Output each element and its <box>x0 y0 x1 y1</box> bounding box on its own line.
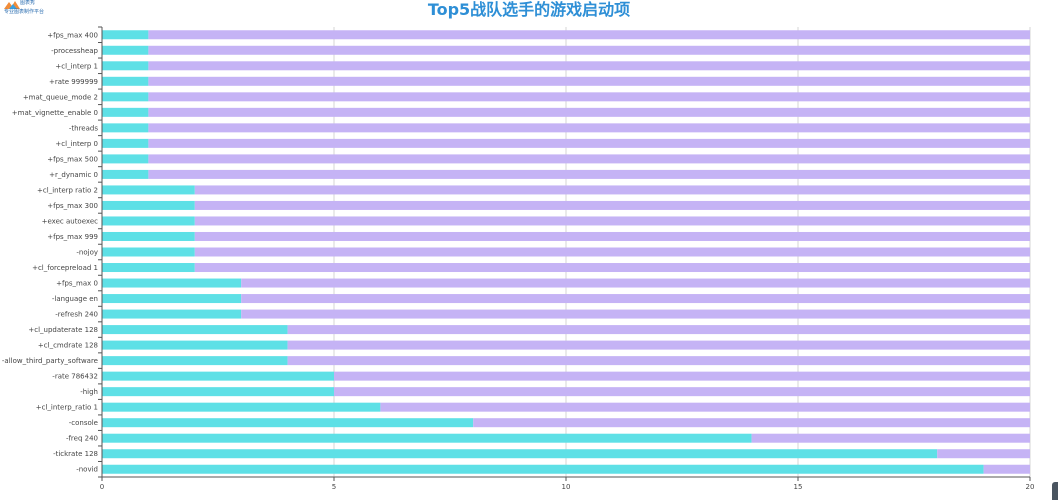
logo-name: 图表秀 <box>20 0 36 6</box>
y-tick-label: +cl_interp 1 <box>55 62 98 70</box>
y-tick-label: -novid <box>76 466 98 474</box>
y-tick-label: -tickrate 128 <box>53 450 98 458</box>
y-tick-label: +cl_cmdrate 128 <box>38 342 98 350</box>
bar-series1 <box>102 138 149 148</box>
bar-series2 <box>241 278 1030 288</box>
bar-series1 <box>102 45 149 55</box>
bar-series1 <box>102 309 242 319</box>
bar-series1 <box>102 387 334 397</box>
bar-series2 <box>194 200 1031 210</box>
bar-series1 <box>102 371 334 381</box>
y-tick-label: +r_dynamic 0 <box>49 171 98 179</box>
bar-series1 <box>102 30 149 40</box>
bar-series1 <box>102 278 242 288</box>
bar-series2 <box>241 294 1030 304</box>
bar-series1 <box>102 464 984 474</box>
bar-series1 <box>102 185 195 195</box>
x-tick-label: 10 <box>562 483 571 491</box>
y-tick-label: +rate 999999 <box>49 78 98 86</box>
bar-series2 <box>148 76 1030 86</box>
bar-series2 <box>334 387 1030 397</box>
logo-tagline: 专业图表制作平台 <box>4 9 45 15</box>
bar-series2 <box>287 325 1031 335</box>
bar-series2 <box>380 402 1030 412</box>
scroll-handle[interactable] <box>1052 482 1058 500</box>
bar-series2 <box>287 356 1031 366</box>
y-tick-label: +fps_max 0 <box>56 280 98 288</box>
bar-series1 <box>102 247 195 257</box>
x-tick-label: 5 <box>332 483 336 491</box>
y-tick-label: -nojoy <box>76 249 98 257</box>
bar-series2 <box>194 185 1031 195</box>
bar-series1 <box>102 418 474 428</box>
y-tick-label: -rate 786432 <box>52 373 98 381</box>
bar-series2 <box>148 169 1030 179</box>
y-tick-label: +cl_forcepreload 1 <box>32 264 98 272</box>
y-tick-label: -console <box>69 419 98 427</box>
bar-series1 <box>102 231 195 241</box>
y-tick-label: +fps_max 500 <box>47 155 98 163</box>
y-tick-label: +fps_max 400 <box>47 31 98 39</box>
bar-series2 <box>148 61 1030 71</box>
bar-series1 <box>102 76 149 86</box>
y-tick-label: +mat_queue_mode 2 <box>23 93 98 101</box>
y-tick-label: +mat_vignette_enable 0 <box>12 109 98 117</box>
y-tick-label: -high <box>80 388 98 396</box>
bar-series1 <box>102 294 242 304</box>
y-tick-label: +exec autoexec <box>42 217 99 225</box>
bar-series1 <box>102 200 195 210</box>
bar-series1 <box>102 340 288 350</box>
bar-series1 <box>102 123 149 133</box>
bar-series2 <box>241 309 1030 319</box>
y-tick-label: -language en <box>52 295 98 303</box>
y-tick-label: +cl_interp 0 <box>55 140 98 148</box>
bar-series2 <box>194 263 1031 273</box>
chart-title: Top5战队选手的游戏启动项 <box>427 0 631 19</box>
y-tick-label: -freq 240 <box>66 435 98 443</box>
y-tick-label: +cl_updaterate 128 <box>28 326 98 334</box>
bar-series2 <box>148 123 1030 133</box>
bar-series1 <box>102 356 288 366</box>
bar-series2 <box>287 340 1031 350</box>
y-tick-label: +fps_max 999 <box>47 233 98 241</box>
x-tick-label: 20 <box>1026 483 1035 491</box>
bar-series2 <box>334 371 1030 381</box>
bar-series2 <box>148 107 1030 117</box>
bar-series1 <box>102 263 195 273</box>
bar-series1 <box>102 107 149 117</box>
logo: 图表秀 专业图表制作平台 <box>2 0 52 18</box>
bar-series2 <box>148 138 1030 148</box>
y-tick-label: +cl_interp_ratio 1 <box>36 404 98 412</box>
bar-series1 <box>102 154 149 164</box>
x-tick-label: 0 <box>100 483 104 491</box>
y-tick-label: -refresh 240 <box>55 311 98 319</box>
bar-series2 <box>194 231 1031 241</box>
y-tick-label: +cl_interp ratio 2 <box>37 186 98 194</box>
bar-series2 <box>751 433 1030 443</box>
bar-series1 <box>102 216 195 226</box>
bar-series1 <box>102 169 149 179</box>
y-tick-label: -threads <box>69 124 98 132</box>
bar-series2 <box>148 30 1030 40</box>
bar-series1 <box>102 61 149 71</box>
y-tick-label: -processheap <box>51 47 98 55</box>
bar-series2 <box>194 247 1031 257</box>
bar-series2 <box>473 418 1030 428</box>
bar-series1 <box>102 433 752 443</box>
x-tick-label: 15 <box>794 483 803 491</box>
bar-series1 <box>102 402 381 412</box>
bar-series2 <box>194 216 1031 226</box>
bar-series2 <box>148 92 1030 102</box>
bar-series2 <box>148 154 1030 164</box>
bar-series1 <box>102 449 938 459</box>
bar-series2 <box>983 464 1030 474</box>
logo-mountain-icon <box>4 1 20 9</box>
bar-series1 <box>102 325 288 335</box>
y-tick-label: -allow_third_party_software <box>2 357 98 365</box>
y-tick-label: +fps_max 300 <box>47 202 98 210</box>
bar-series2 <box>937 449 1030 459</box>
bar-series2 <box>148 45 1030 55</box>
bar-series1 <box>102 92 149 102</box>
